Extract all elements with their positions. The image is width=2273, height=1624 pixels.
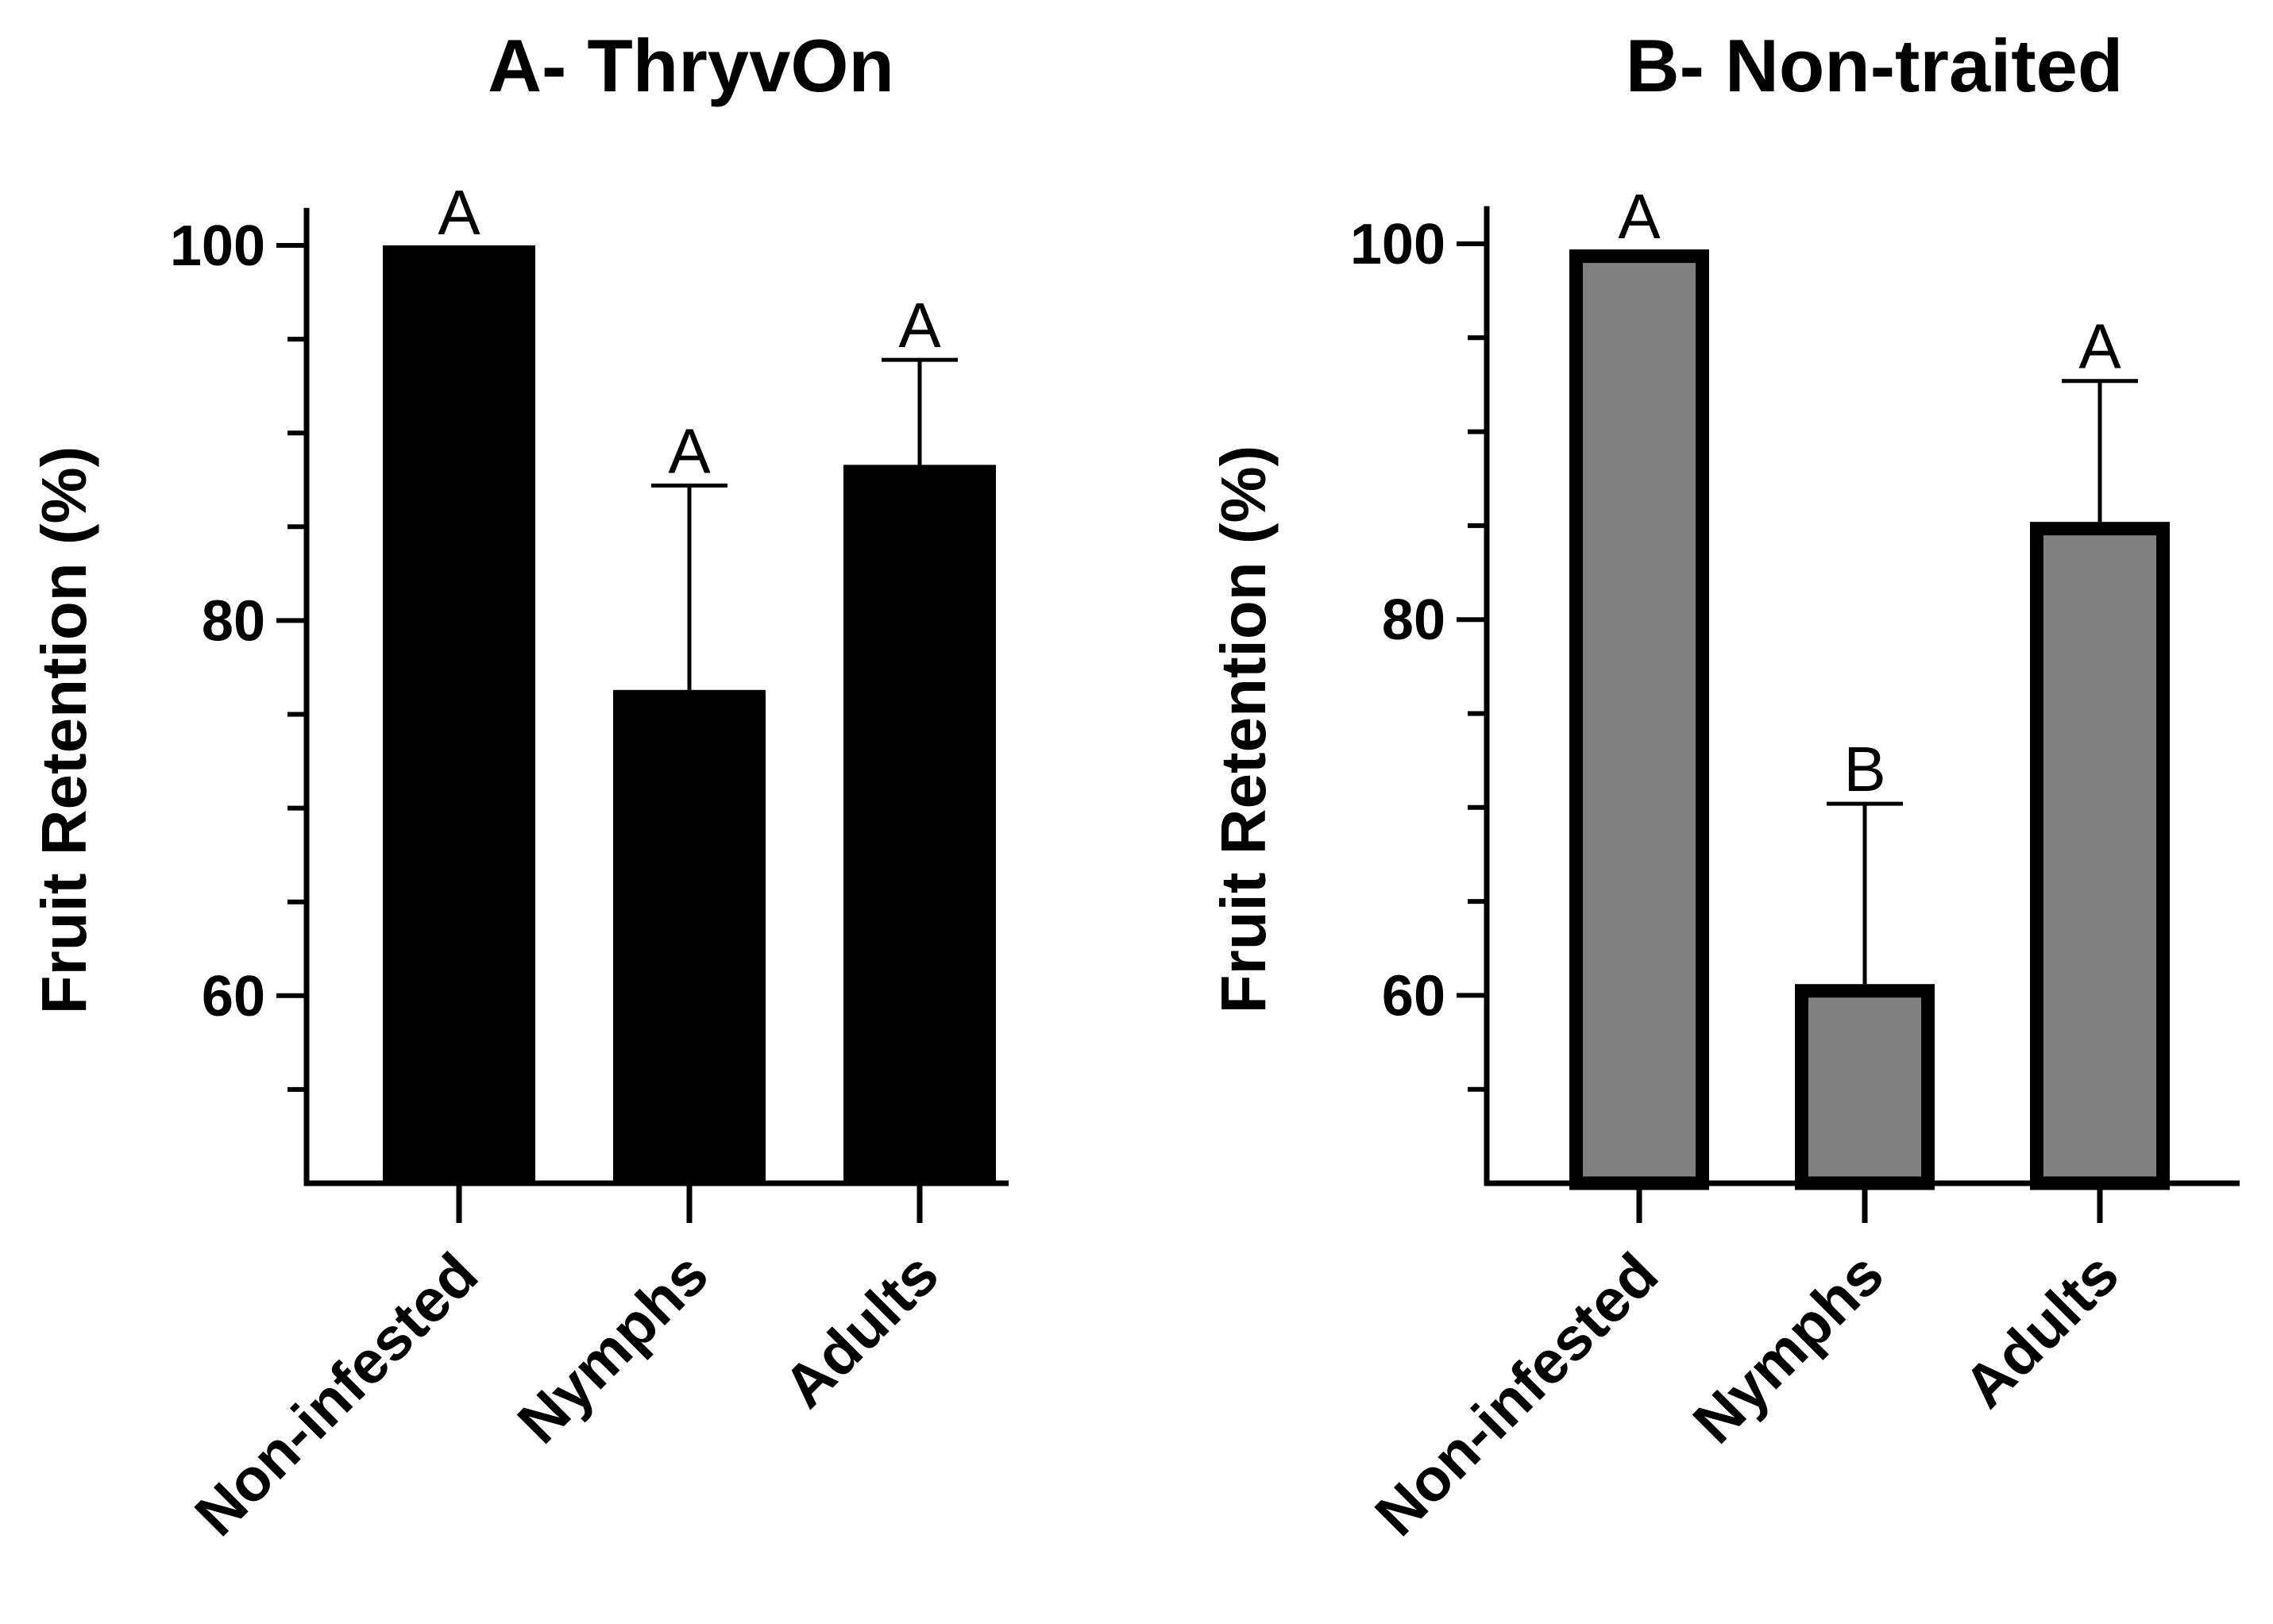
x-tick-label: Non-infested: [1363, 1240, 1672, 1549]
significance-letter: A: [668, 415, 711, 486]
significance-letter: B: [1843, 734, 1885, 804]
bar-nymphs: [613, 689, 766, 1186]
y-tick-label: 60: [202, 965, 265, 1028]
y-tick-label: 80: [202, 589, 265, 653]
chart-panel-a: A- ThryvOn Fruit Retention (%) A Non-infest…: [29, 24, 1009, 1549]
bar-non-infested: [383, 245, 535, 1186]
bar-adults: [843, 465, 996, 1186]
bar-nymphs: [1795, 984, 1935, 1190]
bar-non-infested: [1569, 249, 1709, 1190]
chart-panel-b: B- Non-traited Fruit Retention (%) A Non-in…: [1208, 24, 2240, 1549]
y-tick-label: 100: [1350, 213, 1445, 276]
chart-title: A- ThryvOn: [488, 24, 894, 107]
x-tick-label: Nymphs: [505, 1240, 721, 1456]
y-axis-label: Fruit Retention (%): [29, 446, 99, 1014]
x-tick-label: Non-infested: [183, 1240, 492, 1549]
significance-letter: A: [898, 290, 941, 361]
x-tick-label: Adults: [1951, 1240, 2132, 1421]
y-axis-label: Fruit Retention (%): [1208, 446, 1279, 1013]
significance-letter: A: [438, 177, 480, 248]
x-tick-label: Adults: [771, 1240, 951, 1421]
y-tick-label: 60: [1382, 964, 1445, 1028]
significance-letter: A: [1618, 181, 1661, 252]
y-tick-label: 80: [1382, 588, 1445, 652]
bar-adults: [2030, 522, 2170, 1190]
significance-letter: A: [2078, 311, 2121, 382]
chart-title: B- Non-traited: [1626, 24, 2124, 107]
x-tick-label: Nymphs: [1681, 1240, 1897, 1456]
y-tick-label: 100: [170, 214, 265, 278]
